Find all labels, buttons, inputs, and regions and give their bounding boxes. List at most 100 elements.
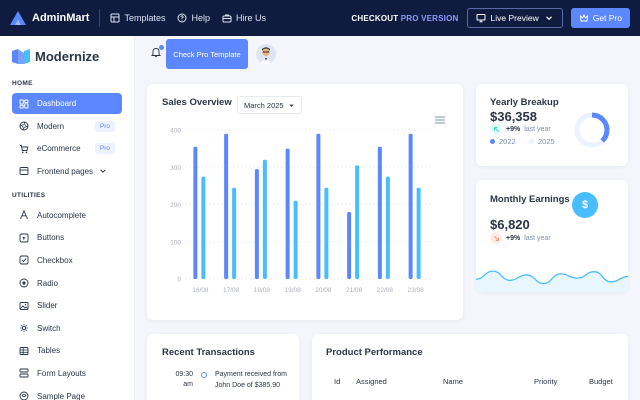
- sidebar-item-ecommerce[interactable]: eCommerce Pro: [12, 138, 122, 159]
- sidebar-item-label: Form Layouts: [37, 368, 86, 378]
- sidebar-item-tables[interactable]: Tables: [12, 340, 122, 361]
- bar-series-1[interactable]: [254, 169, 259, 279]
- sidebar-item-dashboard[interactable]: Dashboard: [12, 93, 122, 114]
- yearly-pct-label: last year: [524, 125, 551, 133]
- sidebar-item-radio[interactable]: Radio: [12, 273, 122, 294]
- product-performance-title: Product Performance: [326, 347, 423, 358]
- checkbox-icon: [19, 256, 29, 265]
- bar-series-1[interactable]: [316, 133, 321, 279]
- sidebar-item-buttons[interactable]: Buttons: [12, 227, 122, 248]
- sidebar-item-label: Radio: [37, 278, 58, 288]
- monthly-pct: +9%: [506, 234, 521, 242]
- adminmart-brand[interactable]: AdminMart: [10, 11, 89, 25]
- arrow-up-left-icon: [490, 123, 502, 135]
- legend-dot: [529, 139, 534, 144]
- sidebar-item-label: Frontend pages: [37, 166, 94, 176]
- y-tick-label: 400: [170, 128, 181, 135]
- sidebar-item-label: Checkbox: [37, 255, 73, 265]
- bar-series-1[interactable]: [408, 133, 413, 279]
- sidebar-item-modern[interactable]: Modern Pro: [12, 116, 122, 137]
- yearly-amount: $36,358: [490, 109, 537, 124]
- sidebar-item-label: Slider: [37, 301, 58, 311]
- sidebar-item-label: Modern: [37, 121, 65, 131]
- x-tick-label: 20/08: [315, 287, 332, 294]
- modernize-logo-icon: [12, 48, 30, 64]
- monthly-earnings-title: Monthly Earnings: [490, 194, 570, 205]
- legend-2025: 2025: [529, 137, 555, 146]
- timeline-dot: [201, 372, 207, 378]
- column-header-name: Name: [443, 377, 464, 386]
- sidebar-item-autocomplete[interactable]: Autocomplete: [12, 205, 122, 226]
- x-tick-label: 18/08: [254, 287, 271, 294]
- live-preview-label: Live Preview: [490, 13, 539, 23]
- arrow-down-right-icon: [490, 232, 502, 244]
- x-tick-label: 21/08: [346, 287, 363, 294]
- sidebar-item-label: Dashboard: [37, 99, 77, 108]
- sidebar-item-sample-page[interactable]: Sample Page: [12, 386, 122, 400]
- y-tick-label: 100: [170, 239, 181, 246]
- legend-2022: 2022: [490, 137, 516, 146]
- sidebar-item-form-layouts[interactable]: Form Layouts: [12, 363, 122, 384]
- y-tick-label: 0: [177, 277, 181, 284]
- x-tick-label: 19/08: [284, 287, 301, 294]
- monthly-earnings-card: Monthly Earnings $ $6,820 +9% last year: [476, 180, 628, 292]
- bar-series-2[interactable]: [324, 187, 329, 279]
- recent-transactions-title: Recent Transactions: [162, 347, 255, 358]
- bar-series-1[interactable]: [285, 148, 290, 279]
- modernize-logo[interactable]: Modernize: [12, 42, 122, 70]
- caret-down-icon: [288, 104, 294, 107]
- bar-series-2[interactable]: [262, 159, 267, 279]
- adminmart-logo-icon: [10, 11, 26, 25]
- avatar[interactable]: [256, 44, 276, 64]
- x-tick-label: 16/08: [192, 287, 209, 294]
- bar-series-1[interactable]: [377, 146, 382, 279]
- get-pro-button[interactable]: Get Pro: [570, 8, 630, 28]
- notification-dot: [159, 45, 164, 50]
- bar-series-2[interactable]: [201, 176, 206, 279]
- y-tick-label: 200: [170, 202, 181, 209]
- templates-link[interactable]: Templates: [110, 13, 165, 23]
- bar-series-2[interactable]: [232, 187, 237, 279]
- templates-icon: [110, 13, 120, 23]
- x-tick-label: 23/08: [407, 287, 424, 294]
- sidebar-item-switch[interactable]: Switch: [12, 318, 122, 339]
- help-link[interactable]: Help: [177, 13, 210, 23]
- check-pro-template-button[interactable]: Check Pro Template: [166, 39, 248, 69]
- live-preview-button[interactable]: Live Preview: [466, 8, 563, 28]
- sidebar-item-slider[interactable]: Slider: [12, 295, 122, 316]
- image-icon: [19, 301, 29, 310]
- bar-series-1[interactable]: [193, 146, 198, 279]
- chart-menu-icon[interactable]: [435, 116, 445, 124]
- bell-icon[interactable]: [150, 46, 162, 58]
- sidebar-item-label: eCommerce: [37, 144, 81, 154]
- legend-label: 2022: [499, 137, 516, 146]
- x-tick-label: 22/08: [377, 287, 394, 294]
- sidebar-item-checkbox[interactable]: Checkbox: [12, 250, 122, 271]
- bar-series-1[interactable]: [224, 133, 229, 279]
- checkout-pro-link[interactable]: CHECKOUT PRO VERSION: [351, 14, 458, 23]
- templates-label: Templates: [124, 13, 166, 23]
- layout-icon: [19, 167, 29, 176]
- topbar-divider: [99, 9, 101, 27]
- month-select-value: March 2025: [244, 100, 284, 110]
- sidebar-item-label: Tables: [37, 346, 61, 356]
- sidebar-item-label: Autocomplete: [37, 210, 86, 220]
- sidebar: Modernize HOME Dashboard Modern Pro eCom…: [0, 36, 135, 400]
- dollar-icon: $: [572, 192, 598, 218]
- cart-icon: [20, 144, 29, 153]
- product-performance-card: Product Performance Id Assigned Name Pri…: [312, 334, 628, 400]
- sidebar-item-frontend-pages[interactable]: Frontend pages: [12, 161, 122, 182]
- forms-icon: [19, 368, 29, 378]
- chevron-down-icon: [100, 169, 106, 174]
- sales-overview-title: Sales Overview: [162, 97, 232, 108]
- bar-series-2[interactable]: [293, 200, 298, 279]
- month-select[interactable]: March 2025: [237, 96, 302, 114]
- promo-topbar: AdminMart Templates Help Hire Us CHECKOU…: [0, 0, 640, 36]
- sidebar-item-label: Switch: [37, 323, 61, 333]
- bar-series-1[interactable]: [347, 211, 352, 279]
- hire-us-label: Hire Us: [236, 13, 267, 23]
- bar-series-2[interactable]: [416, 187, 421, 279]
- bar-series-2[interactable]: [385, 176, 390, 279]
- hire-us-link[interactable]: Hire Us: [222, 13, 266, 23]
- bar-series-2[interactable]: [355, 165, 360, 279]
